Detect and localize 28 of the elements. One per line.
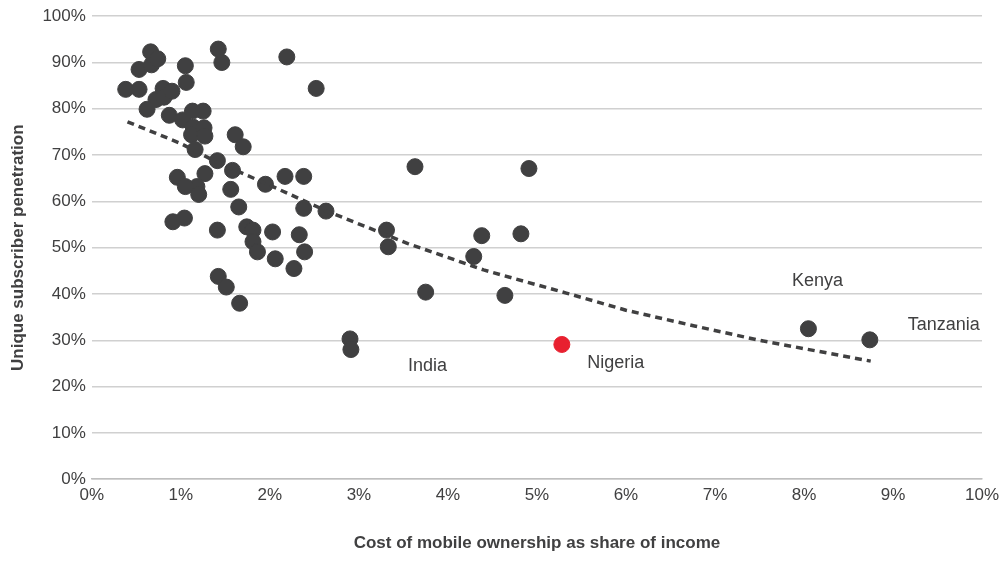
y-tick-label: 60%	[51, 191, 86, 211]
y-tick-label: 100%	[42, 5, 86, 25]
y-axis-title: Unique subscriber penetration	[7, 124, 27, 371]
x-tick-label: 8%	[791, 485, 817, 505]
y-tick-label: 10%	[51, 422, 86, 442]
annotation: Nigeria	[587, 352, 646, 373]
y-tick-label: 40%	[51, 283, 86, 303]
y-tick-label: 70%	[51, 144, 86, 164]
x-tick-label: 2%	[257, 485, 283, 505]
x-tick-label: 5%	[524, 485, 550, 505]
y-tick-label: 80%	[51, 98, 86, 118]
y-tick-label: 0%	[61, 468, 86, 488]
x-tick-label: 7%	[702, 485, 728, 505]
x-tick-label: 3%	[346, 485, 372, 505]
y-tick-label: 50%	[51, 237, 86, 257]
y-tick-label: 90%	[51, 52, 86, 72]
x-tick-label: 10%	[964, 485, 999, 505]
x-tick-label: 0%	[79, 485, 105, 505]
annotation: India	[407, 355, 448, 376]
x-axis-title: Cost of mobile ownership as share of income	[353, 533, 721, 553]
x-tick-label: 1%	[168, 485, 194, 505]
annotation: Kenya	[791, 269, 844, 290]
x-tick-label: 6%	[613, 485, 639, 505]
x-tick-label: 9%	[880, 485, 906, 505]
x-tick-label: 4%	[435, 485, 461, 505]
y-tick-label: 20%	[51, 376, 86, 396]
y-tick-label: 30%	[51, 329, 86, 349]
annotation: Tanzania	[907, 313, 981, 334]
